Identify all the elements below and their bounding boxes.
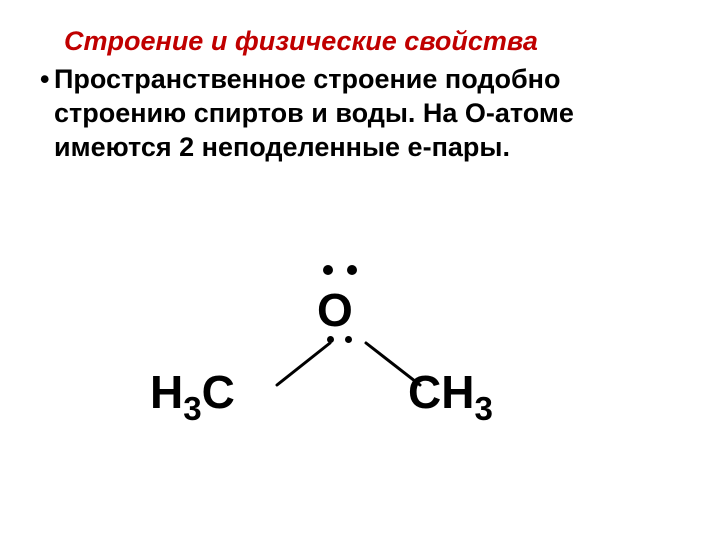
bullet-glyph: • bbox=[40, 63, 54, 164]
lone-pair-bottom bbox=[327, 336, 352, 343]
electron-dot bbox=[323, 265, 333, 275]
atom-left-ch3: H3C bbox=[150, 365, 235, 427]
molecule-diagram: H3C O CH3 bbox=[120, 235, 540, 465]
slide-root: Строение и физические свойства • Простра… bbox=[0, 0, 720, 540]
lone-pair-top bbox=[323, 265, 357, 275]
body-line-1: Пространственное строение подобно bbox=[54, 63, 574, 97]
electron-dot bbox=[347, 265, 357, 275]
electron-dot bbox=[345, 336, 352, 343]
atom-right-ch3: CH3 bbox=[408, 365, 493, 427]
body-line-3: имеются 2 неподеленные е-пары. bbox=[54, 131, 574, 165]
body-line-2: строению спиртов и воды. На О-атоме bbox=[54, 97, 574, 131]
electron-dot bbox=[327, 336, 334, 343]
slide-title: Строение и физические свойства bbox=[64, 24, 680, 59]
atom-center-oxygen: O bbox=[317, 283, 353, 337]
body-bullet-item: • Пространственное строение подобно стро… bbox=[40, 63, 680, 164]
body-text-block: Пространственное строение подобно строен… bbox=[54, 63, 574, 164]
